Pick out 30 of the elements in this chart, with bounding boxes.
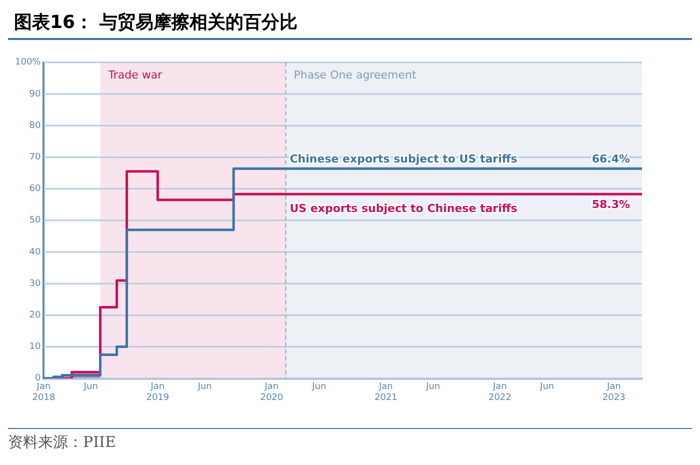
x-tick-label: Jan 2021 <box>374 382 398 403</box>
data-label: 58.3% <box>592 198 630 212</box>
x-tick-label: Jun <box>311 382 326 392</box>
series-label: Chinese exports subject to US tariffs <box>290 152 518 166</box>
y-tick-label: 90 <box>29 89 42 100</box>
x-tick-label: Jan 2019 <box>146 382 170 403</box>
y-tick-label: 50 <box>29 216 42 226</box>
series-label: US exports subject to Chinese tariffs <box>290 202 518 216</box>
x-tick-label: Jun <box>196 382 212 392</box>
y-tick-label: 80 <box>29 120 42 131</box>
y-tick-label: 30 <box>29 278 42 289</box>
y-tick-label: 10 <box>29 342 42 352</box>
x-tick-label: Jan 2022 <box>488 382 512 403</box>
y-tick-label: 100% <box>14 58 42 68</box>
x-tick-label: Jun <box>82 382 98 392</box>
band-label: Trade war <box>107 68 163 82</box>
y-tick-label: 0 <box>34 374 41 384</box>
y-tick-label: 40 <box>29 247 42 258</box>
y-tick-label: 60 <box>29 184 42 194</box>
x-tick-label: Jun <box>539 382 554 392</box>
chart-title: 图表16： 与贸易摩擦相关的百分比 <box>8 8 692 40</box>
x-tick-label: Jan 2020 <box>260 382 284 403</box>
y-tick-label: 70 <box>29 152 42 163</box>
x-tick-label: Jan 2023 <box>602 382 626 403</box>
y-tick-label: 20 <box>29 310 42 321</box>
x-tick-label: Jan 2018 <box>32 382 56 403</box>
data-label: 66.4% <box>592 152 630 166</box>
x-tick-label: Jun <box>425 382 440 392</box>
text: 资料来源：PIIE <box>8 433 117 452</box>
band-label: Phase One agreement <box>294 68 417 82</box>
